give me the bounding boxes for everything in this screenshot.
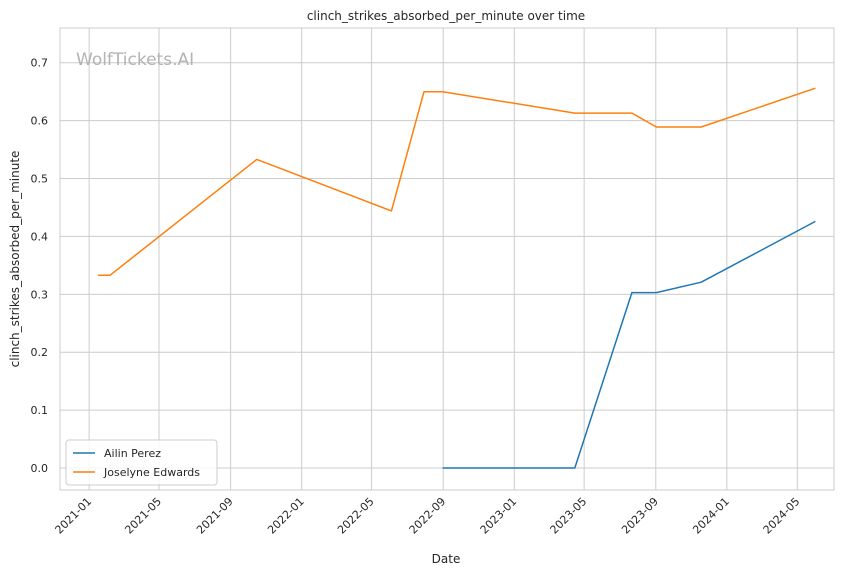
x-tick-label: 2023-09: [619, 495, 661, 537]
series-line-1: [97, 87, 816, 276]
plot-area: [59, 27, 835, 491]
y-axis-label: clinch_strikes_absorbed_per_minute: [8, 151, 22, 368]
x-tick-label: 2021-09: [194, 495, 236, 537]
x-gridlines: [88, 28, 798, 490]
y-tick-label: 0.1: [31, 404, 49, 417]
x-tick-label: 2023-01: [478, 495, 520, 537]
y-tick-label: 0.5: [31, 173, 49, 186]
series-line-0: [442, 220, 816, 469]
y-tick-label: 0.3: [31, 288, 49, 301]
x-tick-label: 2024-01: [690, 495, 732, 537]
y-tick-label: 0.0: [31, 462, 49, 475]
y-tick-label: 0.2: [31, 346, 49, 359]
x-tick-label: 2022-09: [407, 495, 449, 537]
x-tick-label: 2021-05: [122, 495, 164, 537]
x-tick-label: 2021-01: [53, 495, 95, 537]
legend-box: [65, 439, 218, 486]
legend-label: Joselyne Edwards: [103, 466, 200, 479]
watermark: WolfTickets.AI: [76, 50, 194, 70]
x-tick-labels: 2021-01 2021-05 2021-09 2022-01 2022-05 2022-…: [53, 495, 803, 537]
y-tick-labels: 0.0 0.1 0.2 0.3 0.4 0.5 0.6 0.7: [31, 57, 49, 475]
series-layer: [97, 87, 816, 469]
legend-label: Ailin Perez: [104, 447, 161, 460]
x-axis-label: Date: [432, 552, 461, 566]
chart-title: clinch_strikes_absorbed_per_minute over …: [307, 9, 585, 23]
x-tick-label: 2022-01: [265, 495, 307, 537]
legend: Ailin Perez Joselyne Edwards: [65, 439, 218, 486]
x-tick-label: 2024-05: [761, 495, 803, 537]
y-tick-label: 0.4: [31, 230, 49, 243]
x-tick-label: 2023-05: [548, 495, 590, 537]
x-tick-label: 2022-05: [335, 495, 377, 537]
y-tick-label: 0.7: [31, 57, 49, 70]
y-tick-label: 0.6: [31, 115, 49, 128]
